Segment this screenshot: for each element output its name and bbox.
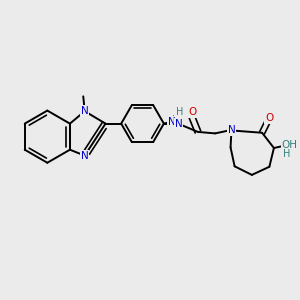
Text: OH: OH (282, 140, 298, 150)
Text: N: N (228, 125, 235, 135)
Text: O: O (188, 107, 196, 117)
Text: H: H (176, 107, 184, 117)
Text: N: N (81, 151, 88, 160)
Text: H: H (172, 115, 179, 125)
Text: N: N (175, 118, 183, 129)
Text: N: N (81, 106, 88, 116)
Text: N: N (168, 117, 176, 127)
Text: O: O (265, 113, 273, 123)
Text: H: H (283, 148, 290, 158)
